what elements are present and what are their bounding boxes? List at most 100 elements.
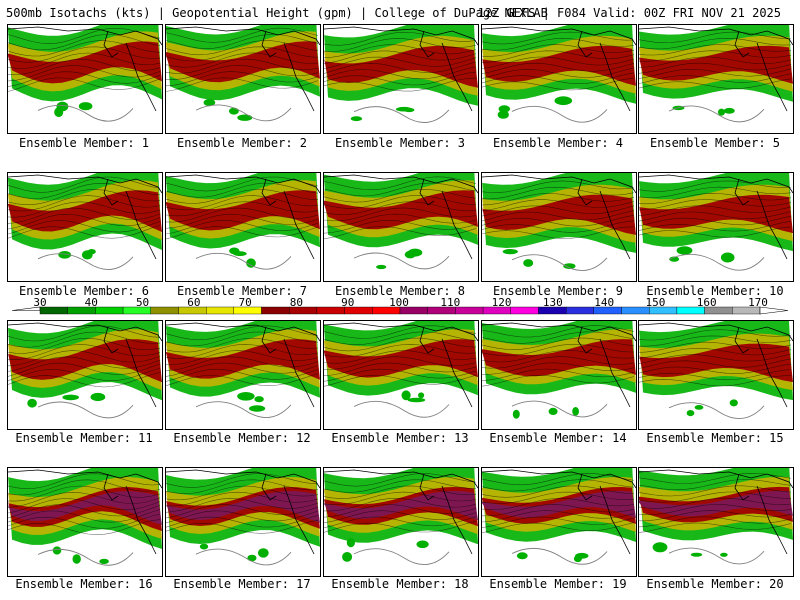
ensemble-map-panel xyxy=(165,24,321,134)
colorbar-segment xyxy=(205,306,235,315)
wind-blob xyxy=(237,114,253,121)
height-contour xyxy=(482,516,635,528)
height-contour xyxy=(324,195,477,209)
ensemble-map-panel xyxy=(481,24,637,134)
wind-blob xyxy=(229,247,240,255)
height-contour-low xyxy=(511,254,608,271)
height-contour xyxy=(324,350,477,364)
height-contour xyxy=(8,513,161,529)
height-contour xyxy=(166,189,319,204)
height-contour-low xyxy=(668,253,765,271)
height-contour xyxy=(482,331,635,344)
colorbar-label: 120 xyxy=(491,296,512,309)
wind-blob xyxy=(342,552,353,562)
height-contour xyxy=(482,62,635,74)
coastline xyxy=(166,469,320,555)
height-contour xyxy=(482,44,635,57)
height-contour xyxy=(482,67,635,79)
height-contour xyxy=(8,182,161,199)
wind-blob xyxy=(516,552,528,560)
height-contour xyxy=(639,485,792,497)
colorbar-segment xyxy=(566,306,595,315)
height-contour xyxy=(482,374,635,387)
height-contour-low xyxy=(353,252,450,270)
jet-stream-map xyxy=(324,468,478,565)
height-contour xyxy=(166,491,319,507)
height-contour-low xyxy=(37,104,134,122)
colorbar-segment xyxy=(399,306,428,315)
height-contour xyxy=(324,56,477,69)
coastline xyxy=(324,26,478,112)
colorbar-segment xyxy=(593,306,622,315)
wind-band-high xyxy=(166,41,320,83)
wind-blob xyxy=(56,101,69,112)
wind-blob xyxy=(416,540,429,549)
wind-blob xyxy=(229,107,239,115)
colorbar-segment xyxy=(732,306,761,315)
height-contour xyxy=(8,479,161,496)
height-contour xyxy=(482,56,635,69)
map-title: 500mb Isotachs (kts) | Geopotential Heig… xyxy=(6,6,548,20)
height-contour-low xyxy=(195,104,292,122)
height-contour xyxy=(166,498,319,513)
coastline xyxy=(482,26,636,112)
ensemble-map-panel xyxy=(323,24,479,134)
wind-band-core xyxy=(8,491,162,525)
height-contour xyxy=(166,64,319,80)
height-contour xyxy=(324,66,477,80)
ensemble-member-caption: Ensemble Member: 17 xyxy=(173,577,311,591)
height-contour xyxy=(639,31,792,44)
ensemble-map-panel xyxy=(7,467,163,577)
colorbar-right-arrow xyxy=(759,306,789,315)
height-contour xyxy=(166,331,319,347)
height-contour xyxy=(639,221,792,232)
colorbar-label: 50 xyxy=(135,296,150,309)
wind-blob xyxy=(652,542,668,553)
coastline xyxy=(324,322,478,408)
height-contour xyxy=(482,210,635,222)
wind-band-high xyxy=(166,339,320,380)
ensemble-member-caption: Ensemble Member: 20 xyxy=(646,577,784,591)
jet-stream-map xyxy=(639,173,793,271)
height-contour xyxy=(166,368,319,382)
wind-blob xyxy=(401,390,411,401)
wind-band-high xyxy=(639,343,793,383)
height-contour xyxy=(166,213,319,229)
jet-stream-map xyxy=(166,321,320,418)
colorbar-segment xyxy=(704,306,733,315)
height-contour xyxy=(8,71,161,87)
height-contour xyxy=(8,344,161,361)
wind-blob xyxy=(52,546,62,555)
height-contour xyxy=(324,473,477,487)
height-contour xyxy=(482,473,635,486)
wind-blob xyxy=(720,552,728,557)
height-contour xyxy=(482,362,635,375)
height-contour xyxy=(8,372,161,388)
height-contour xyxy=(639,341,792,353)
height-contour xyxy=(324,50,477,64)
jet-stream-map xyxy=(324,25,478,123)
height-contour xyxy=(639,479,792,491)
height-contour xyxy=(8,325,161,342)
colorbar-label: 160 xyxy=(696,296,717,309)
wind-blob xyxy=(99,558,109,564)
height-contour xyxy=(324,510,477,524)
height-contour xyxy=(482,72,635,85)
height-contour xyxy=(639,62,792,74)
wind-blob xyxy=(257,548,269,558)
height-contour xyxy=(8,485,161,502)
colorbar-segment xyxy=(649,306,678,315)
ensemble-map-panel xyxy=(7,172,163,282)
colorbar-segment xyxy=(427,306,456,315)
colorbar-segment xyxy=(621,306,650,315)
coastline xyxy=(482,322,636,408)
height-contour xyxy=(482,180,635,193)
height-contour-low xyxy=(195,252,292,270)
height-contour xyxy=(639,56,792,68)
height-contour xyxy=(166,71,319,87)
wind-blob xyxy=(199,543,209,550)
wind-band-high xyxy=(8,41,162,84)
wind-band-high xyxy=(639,194,793,234)
wind-blob xyxy=(418,392,425,399)
ensemble-member-caption: Ensemble Member: 2 xyxy=(176,136,308,150)
